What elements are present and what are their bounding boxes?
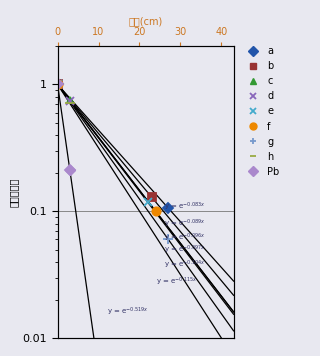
Text: y = e$^{-0.083x}$: y = e$^{-0.083x}$: [164, 201, 206, 213]
Text: y = e$^{-0.519x}$: y = e$^{-0.519x}$: [107, 306, 148, 319]
Text: y = e$^{-0.096x}$: y = e$^{-0.096x}$: [164, 231, 206, 244]
Text: y = e$^{-0.115x}$: y = e$^{-0.115x}$: [156, 275, 198, 288]
Legend: a, b, c, d, e, f, g, h, Pb: a, b, c, d, e, f, g, h, Pb: [242, 45, 281, 178]
Text: y = e$^{-0.104x}$: y = e$^{-0.104x}$: [164, 258, 206, 271]
Y-axis label: 空間線量率: 空間線量率: [8, 178, 18, 207]
Text: y = e$^{-0.089x}$: y = e$^{-0.089x}$: [164, 218, 206, 230]
X-axis label: 厚み(cm): 厚み(cm): [128, 16, 163, 26]
Text: y = e$^{-0.097x}$: y = e$^{-0.097x}$: [164, 244, 206, 256]
